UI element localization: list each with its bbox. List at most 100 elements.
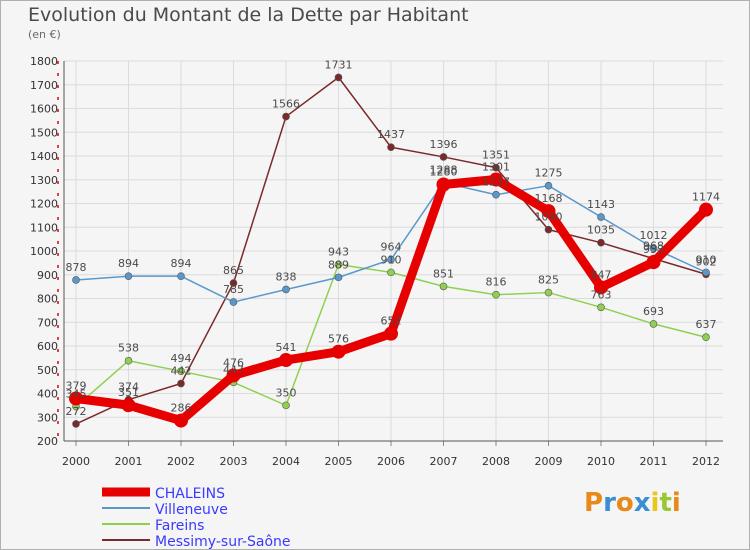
grid [64,60,723,442]
data-point [331,344,346,359]
x-tick-label: 2005 [325,455,353,468]
x-tick-label: 2008 [482,455,510,468]
data-label: 374 [118,381,139,394]
data-label: 1275 [535,167,563,180]
data-label: 1012 [640,229,668,242]
y-tick-label: 1300 [30,174,58,187]
data-point [384,326,398,341]
data-label: 379 [66,379,87,392]
x-tick-label: 2003 [220,455,248,468]
x-tick-label: 2009 [535,455,563,468]
data-point [229,279,238,287]
data-label: 1090 [535,211,563,224]
data-point [387,255,395,264]
y-tick-label: 300 [37,411,58,424]
y-tick-label: 1100 [30,221,58,234]
data-point [649,244,658,252]
series-chaleins [69,172,713,428]
data-label: 1301 [482,161,510,174]
data-label: 894 [118,257,139,270]
y-tick-label: 1200 [30,198,58,211]
chart-title: Evolution du Montant de la Dette par Hab… [28,4,469,26]
data-point [436,177,451,192]
logo-letter: i [671,488,681,518]
data-label: 693 [643,305,664,318]
x-tick-label: 2000 [62,455,90,468]
logo-letter: x [633,488,651,518]
data-point [492,290,500,299]
data-point [492,190,500,199]
data-label: 345 [66,388,87,401]
data-label: 541 [276,341,297,354]
data-label: 964 [381,241,402,254]
data-label: 865 [223,264,244,277]
legend: CHALEINSVilleneuveFareinsMessimy-sur-Saô… [102,486,291,550]
legend-label: Messimy-sur-Saône [155,534,291,550]
data-label: 1174 [692,191,720,204]
data-label: 476 [223,356,244,369]
data-label: 1437 [377,128,405,141]
axes: 200 300 400 500 600 700 800 900 1000 1100 1200 1300… [30,55,723,468]
data-label: 1288 [430,164,458,177]
legend-label: Villeneuve [155,502,228,518]
logo-letter: r [603,488,616,518]
chart-subtitle: (en €) [28,28,61,41]
data-label: 350 [276,386,297,399]
data-label: 1396 [430,138,458,151]
data-point [439,153,448,161]
y-tick-label: 200 [37,435,58,448]
data-point [124,272,133,280]
data-point [544,288,553,297]
data-point [72,420,80,428]
y-tick-label: 1600 [30,103,58,116]
series-lines [69,73,713,428]
data-label: 838 [276,270,297,283]
data-point [282,112,290,121]
data-point [387,268,395,277]
data-point [594,280,608,295]
data-label: 1280 [430,166,458,179]
data-label: 763 [591,288,612,301]
y-tick-label: 1800 [30,55,58,68]
data-label: 910 [381,253,402,266]
data-label: 351 [118,386,139,399]
y-tick-label: 1700 [30,79,58,92]
logo-letter: t [659,488,672,518]
data-point [544,225,553,234]
logo-letter: i [650,488,660,518]
x-tick-label: 2012 [692,455,720,468]
data-label: 447 [223,363,244,376]
data-point [229,298,238,306]
x-tick-label: 2001 [115,455,143,468]
x-tick-label: 2007 [430,455,458,468]
data-label: 894 [171,257,192,270]
data-point [177,272,185,280]
x-tick-label: 2011 [640,455,668,468]
data-point [387,143,395,152]
x-tick-label: 2002 [167,455,195,468]
data-label: 1168 [535,192,563,205]
y-tick-label: 900 [37,269,58,282]
y-tick-label: 1000 [30,245,58,258]
data-point [226,368,241,383]
data-point [279,353,293,368]
data-label: 953 [643,243,664,256]
data-point [541,204,556,219]
data-label: 816 [486,276,507,289]
y-tick-label: 500 [37,364,58,377]
legend-label: Fareins [155,518,204,534]
series-messimy-sur-sa-ne [72,73,710,428]
proxiti-logo: Proxiti [584,488,681,518]
data-point [544,181,553,190]
legend-label: CHALEINS [155,486,225,502]
data-point [177,367,185,375]
x-tick-label: 2010 [587,455,615,468]
logo-letter: o [615,488,634,518]
y-tick-label: 1400 [30,150,58,163]
data-point [334,73,343,82]
data-point [702,268,710,277]
y-tick-label: 400 [37,388,58,401]
x-tick-label: 2004 [272,455,300,468]
data-point [702,333,710,342]
